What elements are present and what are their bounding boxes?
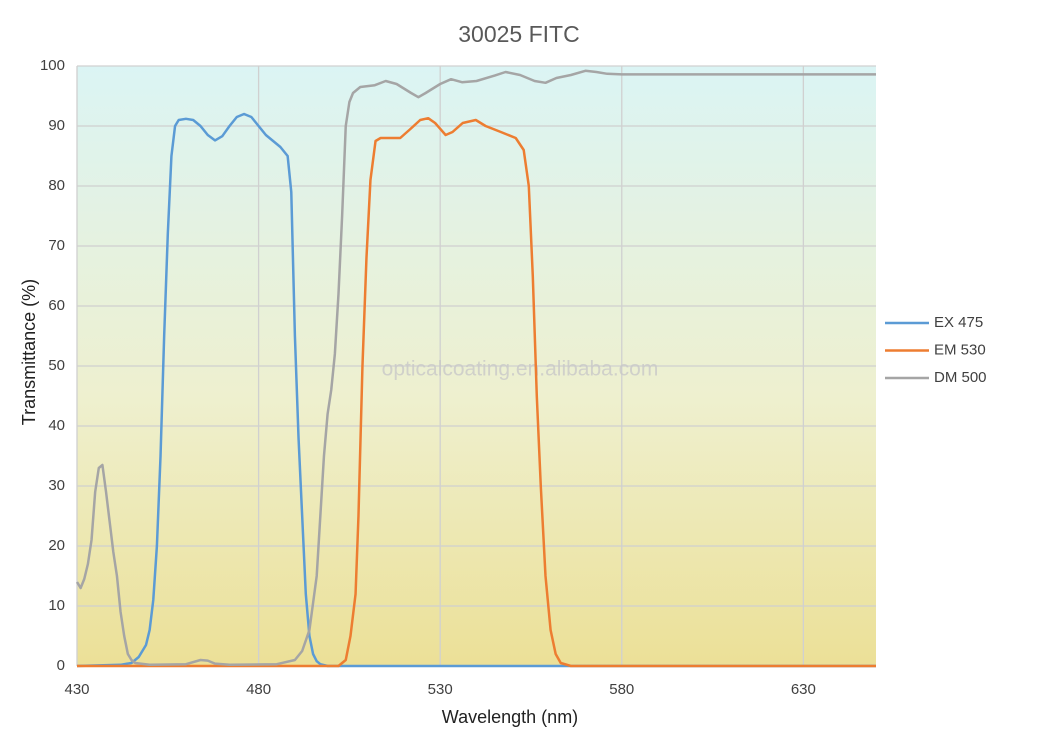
y-tick-label: 20 bbox=[48, 537, 65, 554]
watermark: opticalcoating.en.alibaba.com bbox=[382, 358, 659, 381]
series-line bbox=[75, 69, 876, 667]
y-tick-label: 10 bbox=[48, 597, 65, 614]
series-line bbox=[76, 112, 876, 668]
x-tick-label: 530 bbox=[428, 681, 453, 698]
x-axis-title: Wavelength (nm) bbox=[442, 707, 578, 727]
y-tick-label: 0 bbox=[57, 657, 65, 674]
y-tick-label: 40 bbox=[48, 417, 65, 434]
legend-label: DM 500 bbox=[934, 369, 987, 386]
x-tick-label: 480 bbox=[246, 681, 271, 698]
chart-title: 30025 FITC bbox=[458, 21, 579, 47]
legend-label: EX 475 bbox=[934, 314, 983, 331]
legend-label: EM 530 bbox=[934, 341, 986, 358]
y-tick-label: 70 bbox=[48, 237, 65, 254]
y-tick-label: 50 bbox=[48, 357, 65, 374]
y-tick-label: 100 bbox=[40, 57, 65, 74]
y-tick-label: 90 bbox=[48, 117, 65, 134]
y-tick-label: 60 bbox=[48, 297, 65, 314]
series-line bbox=[77, 116, 876, 668]
x-tick-label: 630 bbox=[791, 681, 816, 698]
y-tick-label: 30 bbox=[48, 477, 65, 494]
y-axis-title: Transmittance (%) bbox=[19, 279, 39, 425]
y-tick-label: 80 bbox=[48, 177, 65, 194]
x-tick-label: 430 bbox=[64, 681, 89, 698]
x-tick-label: 580 bbox=[609, 681, 634, 698]
